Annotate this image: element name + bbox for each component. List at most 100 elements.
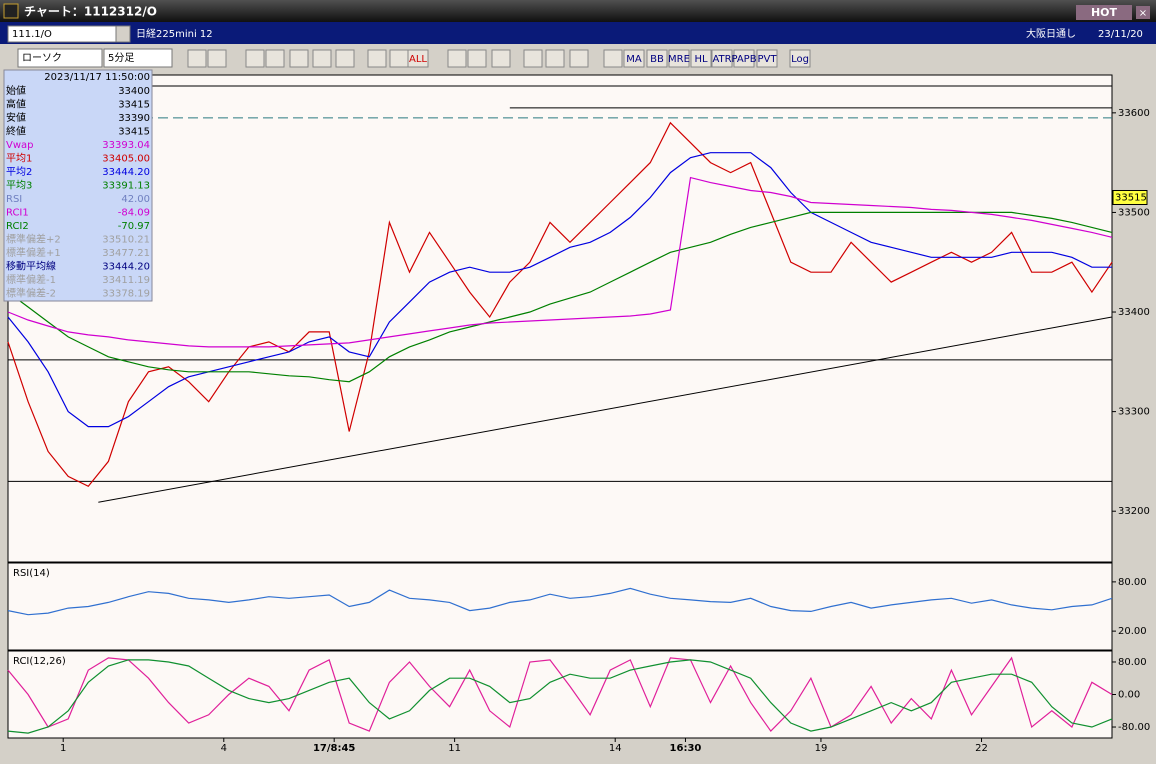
info-label: 終値 — [6, 125, 26, 138]
symbol: 111.1/O — [12, 29, 52, 40]
panel-title: RCI(12,26) — [13, 656, 66, 667]
tool-button[interactable] — [447, 49, 467, 68]
tool-button[interactable] — [646, 49, 668, 68]
style-combo[interactable] — [17, 48, 103, 68]
date: 23/11/20 — [1098, 29, 1143, 40]
info-label: 平均3 — [6, 180, 32, 192]
info-label: RCI1 — [6, 208, 29, 219]
info-value: 33393.04 — [102, 140, 150, 151]
info-label: 移動平均線 — [6, 260, 56, 273]
series-line — [7, 152, 1112, 428]
trend-line — [98, 316, 1113, 503]
info-label: 平均1 — [6, 153, 32, 165]
panel-title: RSI(14) — [13, 568, 50, 579]
rsi-panel — [7, 562, 1113, 651]
info-label: 始値 — [6, 84, 26, 97]
tool-button[interactable] — [603, 49, 623, 68]
tool-button[interactable] — [523, 49, 543, 68]
info-value: 33444.20 — [102, 167, 150, 178]
x-tick-label: 17/8:45 — [313, 743, 355, 754]
combo-arrow[interactable] — [115, 25, 131, 43]
close-icon: × — [1139, 8, 1147, 19]
y-tick-label: 33500 — [1118, 207, 1150, 218]
x-tick-label: 11 — [448, 743, 461, 754]
close-button[interactable] — [1136, 6, 1150, 19]
tool-icons: ALL MA BB MRE HL ATR PAPB PVT Log — [187, 49, 811, 68]
tool-button[interactable] — [690, 49, 712, 68]
y-tick-label: 20.00 — [1118, 626, 1147, 637]
last-price: 33515 — [1115, 192, 1147, 203]
info-datetime: 2023/11/17 11:50:00 — [44, 72, 150, 83]
y-tick-label: 33600 — [1118, 108, 1150, 119]
y-tick-label: 0.00 — [1118, 690, 1140, 701]
tool-label: MA — [626, 54, 642, 65]
tool-button[interactable] — [407, 49, 429, 68]
tool-button[interactable] — [207, 49, 227, 68]
tool-label: ATR — [712, 54, 731, 65]
tool-button[interactable] — [789, 49, 811, 68]
chart-style: ローソク — [22, 52, 62, 64]
info-value: 33391.13 — [102, 181, 150, 192]
info-label: RSI — [6, 194, 22, 205]
tool-label: Log — [791, 54, 809, 65]
tool-button[interactable] — [467, 49, 487, 68]
y-tick-label: -80.00 — [1118, 722, 1150, 733]
tool-button[interactable] — [733, 49, 755, 68]
tool-label: ALL — [409, 54, 427, 65]
tool-button[interactable] — [389, 49, 409, 68]
tool-label: PAPB — [731, 54, 756, 65]
info-label: 標準偏差+2 — [6, 233, 61, 246]
tool-button[interactable] — [187, 49, 207, 68]
title-bar — [0, 0, 1156, 22]
info-rows: 2023/11/17 11:50:00 始値 33400 高値 33415 安値 33390… — [6, 72, 150, 300]
period-combo[interactable] — [103, 48, 173, 68]
info-value: 33400 — [118, 86, 150, 97]
tool-button[interactable] — [545, 49, 565, 68]
info-value: -70.97 — [118, 221, 150, 232]
series-line — [7, 656, 1113, 733]
series-line — [7, 176, 1113, 348]
info-value: -84.09 — [118, 208, 150, 219]
info-label: 標準偏差+1 — [6, 246, 61, 259]
tool-label: BB — [650, 54, 664, 65]
tool-button[interactable] — [335, 49, 355, 68]
app-icon — [3, 3, 19, 19]
info-value: 33444.20 — [102, 262, 150, 273]
rci-panel — [7, 650, 1113, 739]
x-tick-label: 22 — [975, 743, 988, 754]
x-tick-label: 19 — [815, 743, 828, 754]
x-tick-label: 14 — [609, 743, 622, 754]
tool-button[interactable] — [623, 49, 645, 68]
info-label: 安値 — [6, 111, 26, 124]
tool-button[interactable] — [711, 49, 733, 68]
tool-label: MRE — [668, 54, 690, 65]
info-value: 33477.21 — [102, 248, 150, 259]
info-label: 標準偏差-1 — [6, 273, 56, 286]
series-line — [7, 121, 1113, 488]
info-value: 33415 — [118, 127, 150, 138]
tool-button[interactable] — [756, 49, 778, 68]
hot-label: HOT — [1091, 6, 1118, 19]
tool-button[interactable] — [367, 49, 387, 68]
info-value: 33405.00 — [102, 154, 150, 165]
info-value: 33415 — [118, 100, 150, 111]
info-label: 高値 — [6, 98, 26, 111]
window-title: チャート：1112312/O — [24, 5, 157, 19]
tool-button[interactable] — [289, 49, 309, 68]
y-tick-label: 33400 — [1118, 307, 1150, 318]
tool-button[interactable] — [668, 49, 690, 68]
last-price-box — [1112, 189, 1148, 205]
tool-button[interactable] — [245, 49, 265, 68]
tool-button[interactable] — [569, 49, 589, 68]
plots: 1 4 17/8:45 11 14 16:30 19 22332003330033400335… — [7, 85, 1150, 754]
series-line — [7, 211, 1113, 383]
tool-button[interactable] — [312, 49, 332, 68]
tool-button[interactable] — [491, 49, 511, 68]
tool-label: PVT — [758, 54, 778, 65]
hot-button[interactable] — [1076, 5, 1132, 20]
info-value: 33510.21 — [102, 235, 150, 246]
instrument-name: 日経225mini 12 — [136, 27, 213, 40]
x-tick-label: 4 — [221, 743, 227, 754]
tool-button[interactable] — [265, 49, 285, 68]
